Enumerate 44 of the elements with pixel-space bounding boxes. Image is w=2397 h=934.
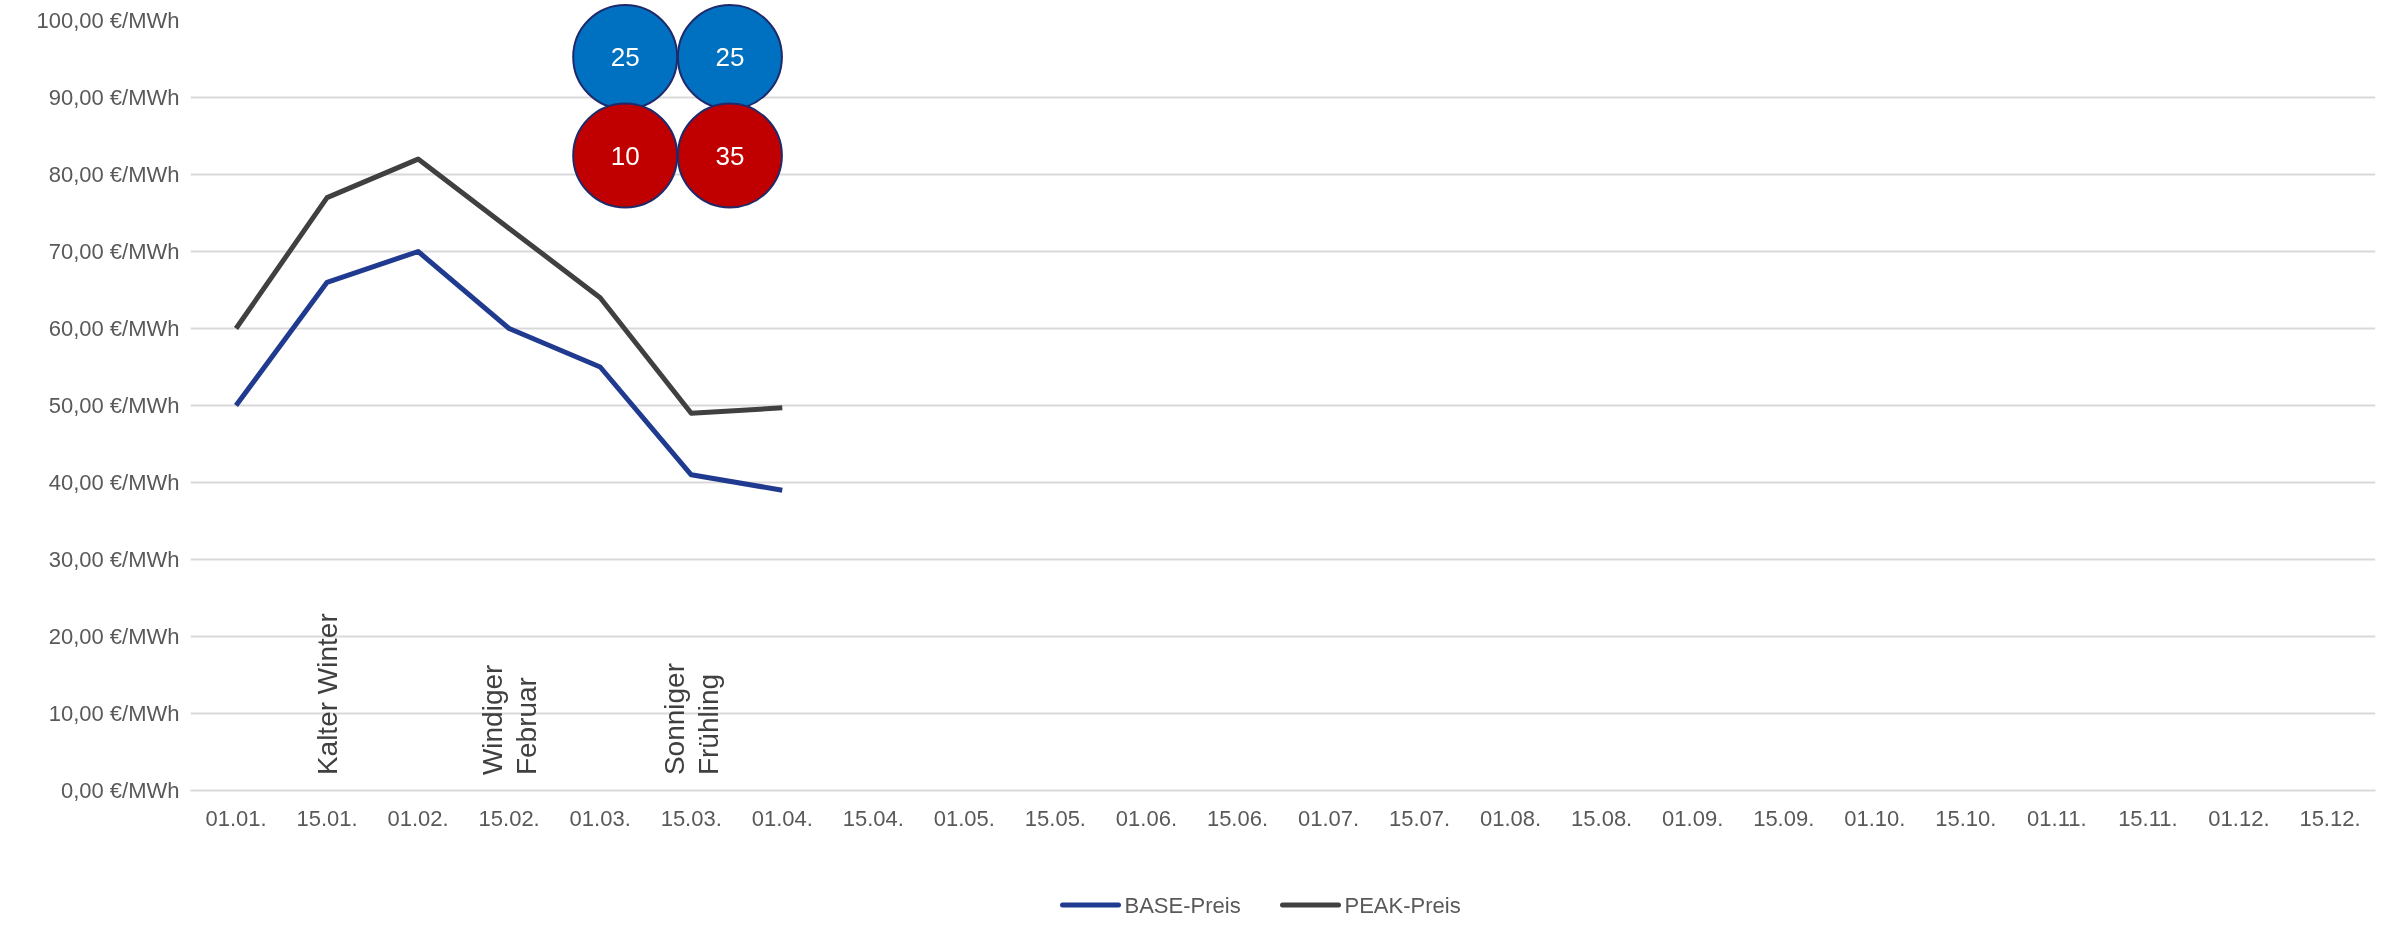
x-tick-label: 15.07.: [1388, 805, 1451, 831]
x-tick-label: 15.04.: [842, 805, 904, 831]
y-tick-label: 50,00 €/MWh: [48, 393, 180, 418]
y-tick-label: 70,00 €/MWh: [48, 239, 180, 264]
x-tick-label: 01.05.: [933, 805, 995, 831]
x-tick-label: 15.11.: [2118, 805, 2178, 831]
x-tick-label: 01.01.: [205, 805, 267, 831]
annotation: 25: [715, 42, 745, 72]
x-tick-label: 15.01.: [296, 805, 358, 831]
annotation: 25: [610, 42, 640, 72]
x-tick-label: 01.11.: [2027, 805, 2087, 831]
y-tick-label: 60,00 €/MWh: [48, 316, 180, 341]
legend-label: PEAK-Preis: [1344, 892, 1461, 918]
x-tick-label: 01.04.: [751, 805, 813, 831]
y-tick-label: 90,00 €/MWh: [48, 85, 180, 110]
x-tick-label: 01.02.: [387, 805, 449, 831]
annotation: Sonniger Frühling: [658, 663, 724, 776]
x-tick-label: 15.03.: [660, 805, 722, 831]
x-tick-label: 15.05.: [1024, 805, 1086, 831]
annotation: 35: [715, 140, 745, 171]
annotation: 10: [610, 140, 640, 171]
y-tick-label: 10,00 €/MWh: [48, 701, 180, 726]
x-tick-label: 01.07.: [1297, 805, 1360, 831]
y-tick-label: 40,00 €/MWh: [48, 470, 180, 495]
x-tick-label: 15.10.: [1935, 805, 1997, 831]
x-tick-label: 15.12.: [2299, 805, 2361, 831]
x-tick-label: 15.06.: [1206, 805, 1269, 831]
x-tick-label: 01.10.: [1844, 805, 1906, 831]
x-tick-label: 01.03.: [569, 805, 631, 831]
x-tick-label: 15.09.: [1753, 805, 1815, 831]
y-tick-label: 100,00 €/MWh: [36, 8, 180, 33]
annotation: Kalter Winter: [311, 613, 343, 776]
y-tick-label: 30,00 €/MWh: [48, 547, 180, 572]
x-tick-label: 01.06.: [1115, 805, 1178, 831]
y-tick-label: 0,00 €/MWh: [60, 778, 180, 803]
x-tick-label: 15.08.: [1571, 805, 1633, 831]
x-tick-label: 01.12.: [2208, 805, 2270, 831]
y-tick-label: 20,00 €/MWh: [48, 624, 180, 649]
y-tick-label: 80,00 €/MWh: [48, 162, 180, 187]
x-tick-label: 15.02.: [478, 805, 540, 831]
x-tick-label: 01.09.: [1662, 805, 1724, 831]
legend-label: BASE-Preis: [1124, 892, 1241, 918]
x-tick-label: 01.08.: [1480, 805, 1542, 831]
annotation: Windiger Februar: [476, 664, 542, 776]
